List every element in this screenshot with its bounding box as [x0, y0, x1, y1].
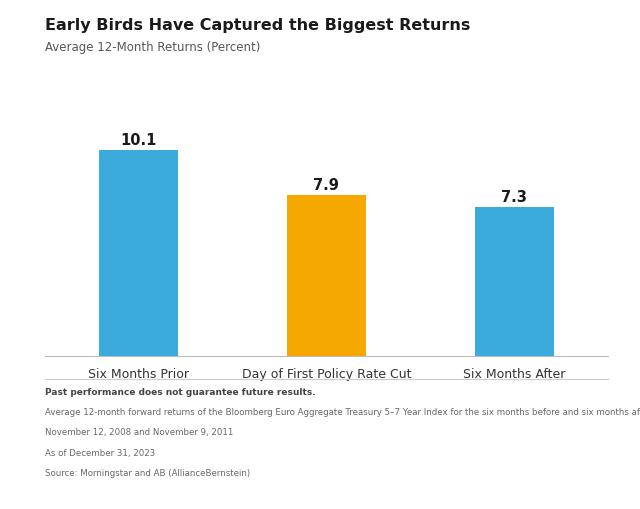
Text: Average 12-month forward returns of the Bloomberg Euro Aggregate Treasury 5–7 Ye: Average 12-month forward returns of the … [45, 407, 640, 416]
Text: 7.3: 7.3 [501, 190, 527, 205]
Text: Early Birds Have Captured the Biggest Returns: Early Birds Have Captured the Biggest Re… [45, 18, 470, 33]
Bar [475, 208, 554, 356]
Text: 10.1: 10.1 [120, 133, 157, 148]
Text: 7.9: 7.9 [314, 178, 339, 192]
Bar [99, 151, 178, 356]
Text: Past performance does not guarantee future results.: Past performance does not guarantee futu… [45, 387, 316, 396]
Text: November 12, 2008 and November 9, 2011: November 12, 2008 and November 9, 2011 [45, 428, 233, 437]
Text: Average 12-Month Returns (Percent): Average 12-Month Returns (Percent) [45, 41, 260, 53]
Text: As of December 31, 2023: As of December 31, 2023 [45, 448, 155, 457]
Text: Source: Morningstar and AB (AllianceBernstein): Source: Morningstar and AB (AllianceBern… [45, 468, 250, 477]
Bar [287, 195, 366, 356]
